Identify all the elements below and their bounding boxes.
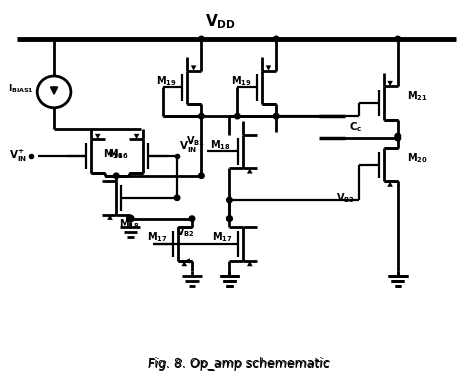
Polygon shape bbox=[247, 261, 253, 266]
Text: Fig. 8. Op_amp schemematic: Fig. 8. Op_amp schemematic bbox=[148, 358, 330, 371]
Text: V$_{\mathbf{B2}}$: V$_{\mathbf{B2}}$ bbox=[176, 225, 195, 239]
Text: M$_{\mathbf{18}}$: M$_{\mathbf{18}}$ bbox=[210, 138, 230, 152]
Text: V$_{\mathbf{B1}}$: V$_{\mathbf{B1}}$ bbox=[185, 134, 205, 148]
Polygon shape bbox=[387, 81, 393, 86]
Polygon shape bbox=[247, 168, 253, 174]
Polygon shape bbox=[191, 65, 196, 71]
Polygon shape bbox=[184, 258, 190, 263]
Text: M$_{\mathbf{16}}$: M$_{\mathbf{16}}$ bbox=[108, 147, 128, 161]
Circle shape bbox=[395, 36, 401, 42]
Circle shape bbox=[227, 216, 232, 221]
Circle shape bbox=[128, 216, 133, 221]
Circle shape bbox=[395, 136, 401, 141]
Text: M$_{\mathbf{17}}$: M$_{\mathbf{17}}$ bbox=[212, 231, 233, 245]
Text: V$^{\mathbf{+}}_{\mathbf{IN}}$: V$^{\mathbf{+}}_{\mathbf{IN}}$ bbox=[9, 148, 27, 164]
Circle shape bbox=[199, 36, 204, 42]
Circle shape bbox=[273, 113, 279, 119]
Circle shape bbox=[199, 113, 204, 119]
Text: M$_{\mathbf{19}}$: M$_{\mathbf{19}}$ bbox=[156, 74, 177, 88]
Circle shape bbox=[227, 216, 232, 221]
Text: V$_{\mathbf{B3}}$: V$_{\mathbf{B3}}$ bbox=[336, 191, 355, 205]
Polygon shape bbox=[387, 181, 393, 187]
Polygon shape bbox=[182, 261, 187, 266]
Text: V$_{\mathbf{DD}}$: V$_{\mathbf{DD}}$ bbox=[205, 13, 236, 31]
Text: Fig. 8. Op_amp schemematic: Fig. 8. Op_amp schemematic bbox=[148, 357, 329, 370]
Text: M$_{\mathbf{16}}$: M$_{\mathbf{16}}$ bbox=[103, 147, 124, 161]
Circle shape bbox=[174, 195, 180, 200]
Circle shape bbox=[235, 113, 240, 119]
Polygon shape bbox=[107, 215, 113, 220]
Circle shape bbox=[199, 173, 204, 178]
Text: C$_{\mathbf{c}}$: C$_{\mathbf{c}}$ bbox=[349, 120, 362, 134]
Text: M$_{\mathbf{17}}$: M$_{\mathbf{17}}$ bbox=[146, 231, 167, 245]
Polygon shape bbox=[265, 65, 271, 71]
Text: M$_{\mathbf{21}}$: M$_{\mathbf{21}}$ bbox=[407, 90, 428, 103]
Polygon shape bbox=[95, 134, 100, 139]
Circle shape bbox=[113, 173, 119, 178]
Polygon shape bbox=[134, 134, 139, 139]
Text: M$_{\mathbf{19}}$: M$_{\mathbf{19}}$ bbox=[231, 74, 252, 88]
Text: V$^{\mathbf{-}}_{\mathbf{IN}}$: V$^{\mathbf{-}}_{\mathbf{IN}}$ bbox=[179, 139, 198, 154]
Circle shape bbox=[273, 36, 279, 42]
Text: M$_{\mathbf{18}}$: M$_{\mathbf{18}}$ bbox=[118, 217, 139, 231]
Circle shape bbox=[273, 113, 279, 119]
Text: I$_{\mathbf{BIAS1}}$: I$_{\mathbf{BIAS1}}$ bbox=[8, 82, 34, 94]
Text: M$_{\mathbf{20}}$: M$_{\mathbf{20}}$ bbox=[407, 151, 428, 165]
Circle shape bbox=[189, 216, 195, 221]
Circle shape bbox=[395, 133, 401, 139]
Circle shape bbox=[227, 197, 232, 203]
